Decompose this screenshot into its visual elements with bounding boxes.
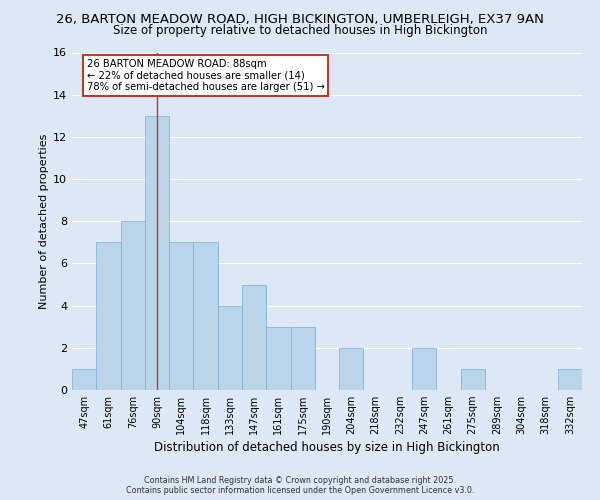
Bar bbox=[290, 326, 315, 390]
Bar bbox=[96, 242, 121, 390]
Text: 26, BARTON MEADOW ROAD, HIGH BICKINGTON, UMBERLEIGH, EX37 9AN: 26, BARTON MEADOW ROAD, HIGH BICKINGTON,… bbox=[56, 12, 544, 26]
Bar bbox=[339, 348, 364, 390]
Bar bbox=[193, 242, 218, 390]
Text: 26 BARTON MEADOW ROAD: 88sqm
← 22% of detached houses are smaller (14)
78% of se: 26 BARTON MEADOW ROAD: 88sqm ← 22% of de… bbox=[86, 59, 325, 92]
Bar bbox=[558, 369, 582, 390]
Bar bbox=[461, 369, 485, 390]
Bar bbox=[266, 326, 290, 390]
Bar bbox=[121, 221, 145, 390]
Bar bbox=[169, 242, 193, 390]
Y-axis label: Number of detached properties: Number of detached properties bbox=[39, 134, 49, 309]
Bar bbox=[412, 348, 436, 390]
Bar bbox=[145, 116, 169, 390]
Text: Contains HM Land Registry data © Crown copyright and database right 2025.
Contai: Contains HM Land Registry data © Crown c… bbox=[126, 476, 474, 495]
Bar bbox=[218, 306, 242, 390]
Text: Size of property relative to detached houses in High Bickington: Size of property relative to detached ho… bbox=[113, 24, 487, 37]
Bar bbox=[72, 369, 96, 390]
Bar bbox=[242, 284, 266, 390]
X-axis label: Distribution of detached houses by size in High Bickington: Distribution of detached houses by size … bbox=[154, 442, 500, 454]
